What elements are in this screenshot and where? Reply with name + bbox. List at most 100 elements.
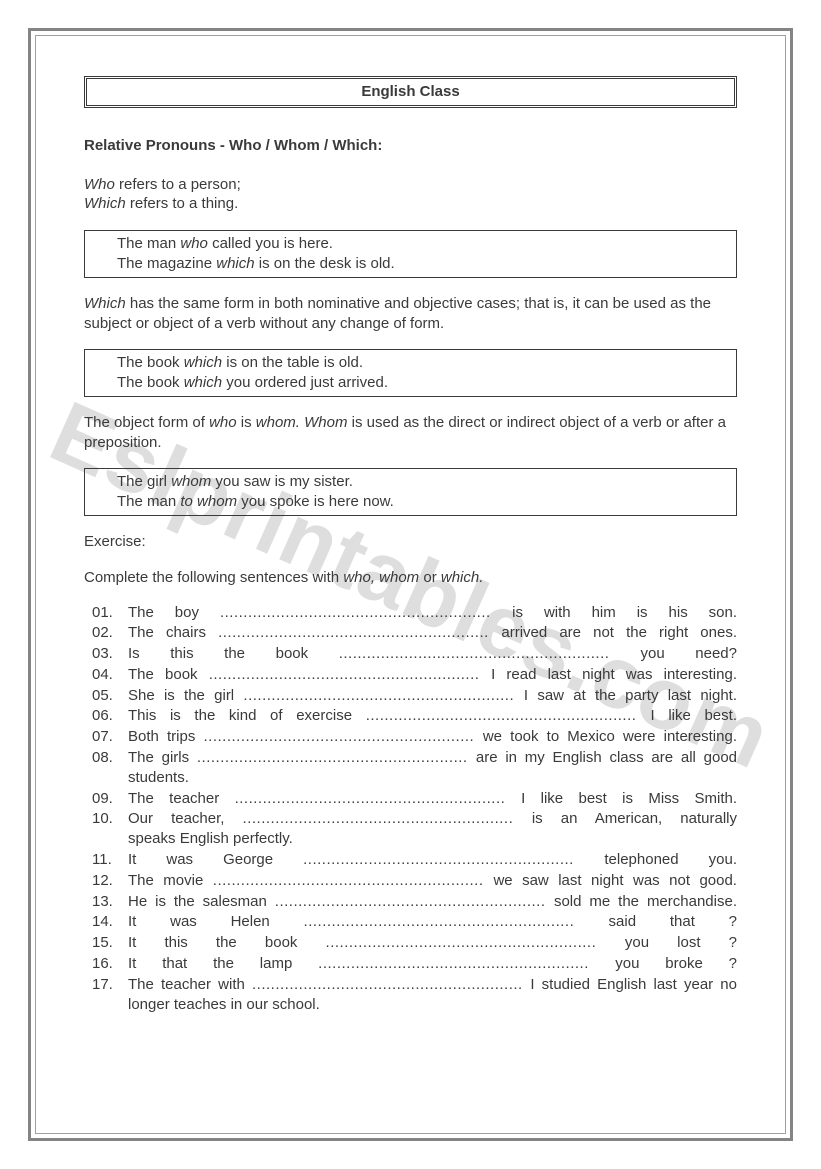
fill-blank[interactable]: ........................................… [235,790,522,807]
ex2-l2b: which [184,374,222,391]
exercise-item: 02.The chairs ..........................… [128,623,737,643]
para3-b: who [209,414,237,431]
item-after: I read last night was interesting. [491,666,737,683]
example-box-1: The man who called you is here. The maga… [84,230,737,279]
exercise-item: 16.It that the lamp ....................… [128,954,737,974]
title-text: English Class [86,78,735,106]
ex2-l2c: you ordered just arrived. [222,374,388,391]
item-before: The movie [128,872,213,889]
item-before: The teacher with [128,976,252,993]
intro-who: Who [84,176,115,193]
item-number: 16. [92,954,120,974]
page-outer-frame: Eslprintables.com English Class Relative… [28,28,793,1141]
item-after: you need? [641,645,737,662]
section-heading: Relative Pronouns - Who / Whom / Which: [84,136,737,156]
ex3-l2a: The man [117,493,180,510]
exercise-item: 06.This is the kind of exercise ........… [128,706,737,726]
item-before: It was Helen [128,913,304,930]
item-after: you lost ? [625,934,737,951]
exercise-instructions: Complete the following sentences with wh… [84,568,737,588]
ex3-l1c: you saw is my sister. [211,473,353,490]
fill-blank[interactable]: ........................................… [220,604,512,621]
item-number: 15. [92,933,120,953]
item-before: The teacher [128,790,235,807]
fill-blank[interactable]: ........................................… [203,728,482,745]
exercise-item: 03.Is this the book ....................… [128,644,737,664]
fill-blank[interactable]: ........................................… [243,810,532,827]
paragraph-whom: The object form of who is whom. Whom is … [84,413,737,454]
ex1-l1c: called you is here. [208,235,333,252]
exercise-item: 08.The girls ...........................… [128,748,737,788]
ex3-l2c: you spoke is here now. [237,493,394,510]
item-before: The boy [128,604,220,621]
instr-c: or [419,569,441,586]
ex1-l2b: which [216,255,254,272]
exercise-item: 11.It was George .......................… [128,850,737,870]
para2-which: Which [84,295,126,312]
item-continuation: longer teaches in our school. [128,995,737,1015]
fill-blank[interactable]: ........................................… [243,687,523,704]
fill-blank[interactable]: ........................................… [339,645,641,662]
item-after: telephoned you. [604,851,737,868]
exercise-item: 09.The teacher .........................… [128,789,737,809]
item-before: Our teacher, [128,810,243,827]
ex2-l1c: is on the table is old. [222,354,363,371]
item-before: Both trips [128,728,203,745]
intro-which: Which [84,195,126,212]
fill-blank[interactable]: ........................................… [213,872,494,889]
exercise-item: 07.Both trips ..........................… [128,727,737,747]
ex3-l2b: to whom [180,493,237,510]
fill-blank[interactable]: ........................................… [318,955,615,972]
item-before: The book [128,666,209,683]
fill-blank[interactable]: ........................................… [366,707,651,724]
instr-b: who, whom [343,569,419,586]
item-number: 04. [92,665,120,685]
intro-who-text: refers to a person; [115,176,241,193]
ex3-l1a: The girl [117,473,171,490]
example-box-2: The book which is on the table is old. T… [84,349,737,398]
item-number: 01. [92,603,120,623]
item-after: I studied English last year no [530,976,737,993]
para2-text: has the same form in both nominative and… [84,295,711,332]
item-before: Is this the book [128,645,339,662]
exercise-item: 01.The boy .............................… [128,603,737,623]
fill-blank[interactable]: ........................................… [304,913,609,930]
item-before: It was George [128,851,303,868]
item-number: 03. [92,644,120,664]
intro-which-text: refers to a thing. [126,195,239,212]
fill-blank[interactable]: ........................................… [218,624,501,641]
item-before: This is the kind of exercise [128,707,366,724]
item-after: I like best is Miss Smith. [521,790,737,807]
item-number: 07. [92,727,120,747]
instr-d: which. [441,569,484,586]
fill-blank[interactable]: ........................................… [275,893,554,910]
item-number: 06. [92,706,120,726]
item-before: It this the book [128,934,326,951]
item-number: 17. [92,975,120,995]
para3-a: The object form of [84,414,209,431]
page-inner-frame: Eslprintables.com English Class Relative… [35,35,786,1134]
exercise-item: 13.He is the salesman ..................… [128,892,737,912]
item-before: The girls [128,749,197,766]
item-after: is with him is his son. [512,604,737,621]
item-number: 02. [92,623,120,643]
exercise-item: 14.It was Helen ........................… [128,912,737,932]
fill-blank[interactable]: ........................................… [303,851,604,868]
exercise-item: 10.Our teacher, ........................… [128,809,737,849]
item-after: arrived are not the right ones. [501,624,737,641]
item-after: you broke ? [615,955,737,972]
ex2-l2a: The book [117,374,184,391]
item-after: I like best. [651,707,737,724]
fill-blank[interactable]: ........................................… [252,976,530,993]
fill-blank[interactable]: ........................................… [326,934,625,951]
fill-blank[interactable]: ........................................… [209,666,491,683]
item-before: She is the girl [128,687,243,704]
exercise-list: 01. The boy .............................… [84,603,737,1015]
exercise-item: 17.The teacher with ....................… [128,975,737,1015]
exercise-item: 12.The movie ...........................… [128,871,737,891]
fill-blank[interactable]: ........................................… [197,749,476,766]
instr-a: Complete the following sentences with [84,569,343,586]
item-before: He is the salesman [128,893,275,910]
item-number: 12. [92,871,120,891]
example-box-3: The girl whom you saw is my sister. The … [84,468,737,517]
